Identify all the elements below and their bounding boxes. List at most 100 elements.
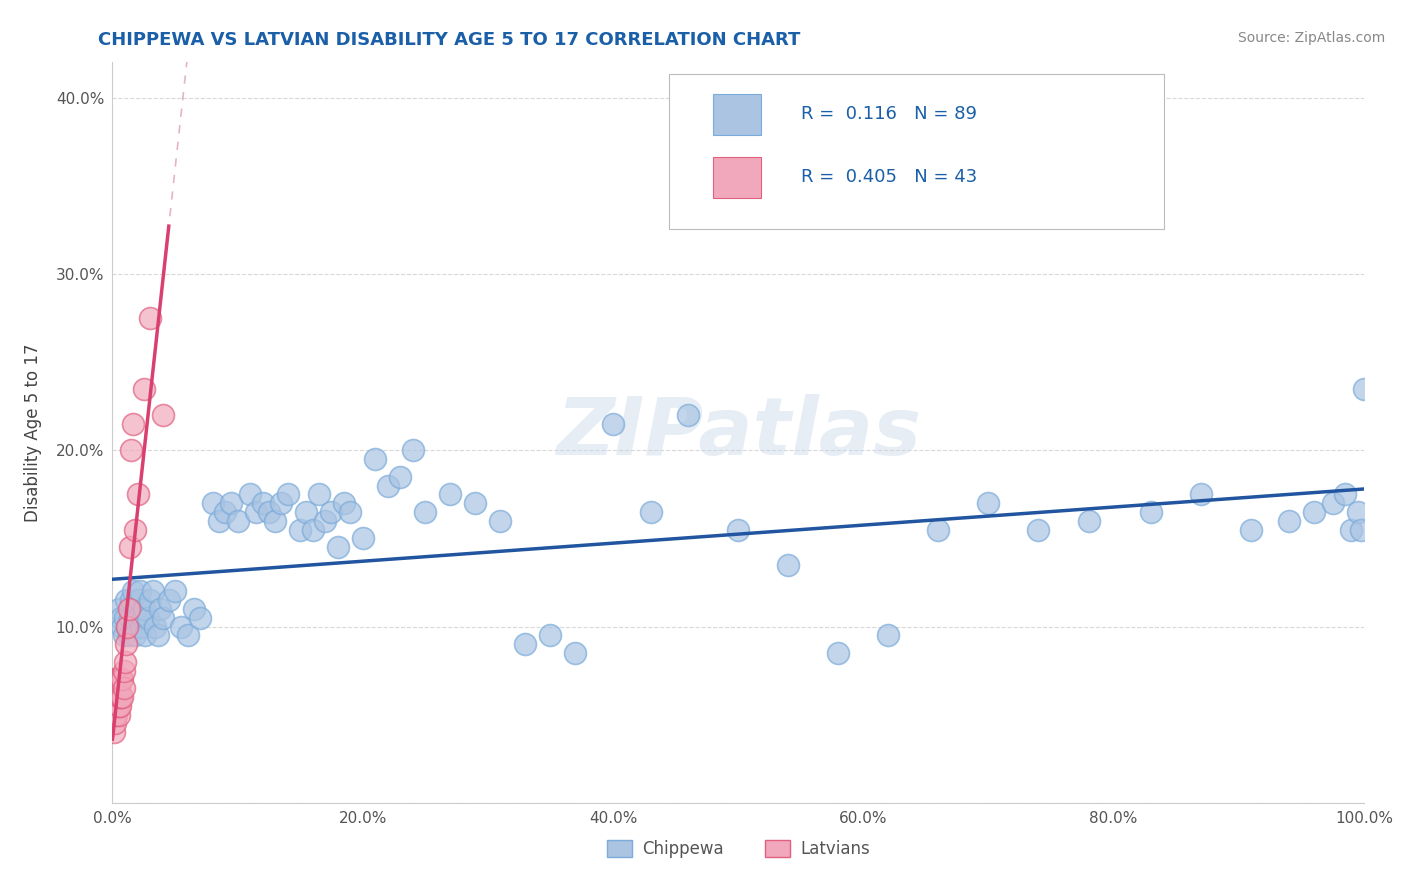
Point xyxy=(270,496,292,510)
Point xyxy=(112,628,135,642)
Point xyxy=(364,452,387,467)
Point xyxy=(1028,523,1050,537)
Point xyxy=(143,619,166,633)
Point xyxy=(107,681,129,696)
Point xyxy=(163,584,186,599)
Point xyxy=(389,469,412,483)
Text: CHIPPEWA VS LATVIAN DISABILITY AGE 5 TO 17 CORRELATION CHART: CHIPPEWA VS LATVIAN DISABILITY AGE 5 TO … xyxy=(98,31,801,49)
Point xyxy=(105,690,128,704)
Point xyxy=(1350,523,1372,537)
Point xyxy=(117,619,139,633)
Point xyxy=(104,690,127,704)
Point xyxy=(927,523,949,537)
Bar xyxy=(713,157,761,197)
Point xyxy=(120,443,142,458)
Point xyxy=(115,593,138,607)
FancyBboxPatch shape xyxy=(669,73,1164,229)
Point xyxy=(105,673,128,687)
Text: R =  0.405   N = 43: R = 0.405 N = 43 xyxy=(801,169,977,186)
Point xyxy=(977,496,1000,510)
Point xyxy=(129,584,152,599)
Point xyxy=(132,602,155,616)
Point xyxy=(107,602,129,616)
Point xyxy=(877,628,900,642)
Point xyxy=(377,478,399,492)
Point xyxy=(111,690,134,704)
Point xyxy=(117,619,139,633)
Point xyxy=(107,673,129,687)
Point xyxy=(515,637,537,651)
Point xyxy=(107,673,129,687)
Point xyxy=(110,690,132,704)
Point xyxy=(170,619,193,633)
Bar xyxy=(713,94,761,135)
Point xyxy=(139,311,162,326)
Point xyxy=(105,707,128,722)
Point xyxy=(295,505,318,519)
Point xyxy=(1340,523,1362,537)
Point xyxy=(111,619,134,633)
Point xyxy=(727,523,749,537)
Point xyxy=(301,523,323,537)
Point xyxy=(464,496,486,510)
Point xyxy=(103,707,125,722)
Point xyxy=(136,610,159,624)
Point xyxy=(127,487,149,501)
Legend: Chippewa, Latvians: Chippewa, Latvians xyxy=(600,833,876,865)
Point xyxy=(141,584,163,599)
Point xyxy=(157,593,180,607)
Point xyxy=(114,610,136,624)
Point xyxy=(149,602,172,616)
Point xyxy=(103,725,125,739)
Point xyxy=(108,690,131,704)
Point xyxy=(118,610,141,624)
Point xyxy=(827,646,849,660)
Point xyxy=(326,540,349,554)
Point xyxy=(108,698,131,713)
Point xyxy=(114,655,136,669)
Point xyxy=(1140,505,1163,519)
Point xyxy=(226,514,249,528)
Point xyxy=(122,619,145,633)
Point xyxy=(107,698,129,713)
Point xyxy=(105,681,128,696)
Point xyxy=(352,532,374,546)
Point xyxy=(676,408,699,422)
Point xyxy=(107,690,129,704)
Point xyxy=(208,514,231,528)
Point xyxy=(1353,382,1375,396)
Point xyxy=(107,707,129,722)
Text: R =  0.116   N = 89: R = 0.116 N = 89 xyxy=(801,105,977,123)
Point xyxy=(1278,514,1301,528)
Point xyxy=(104,716,127,731)
Point xyxy=(239,487,262,501)
Point xyxy=(112,664,135,678)
Point xyxy=(111,673,134,687)
Point xyxy=(125,602,148,616)
Point xyxy=(152,610,174,624)
Point xyxy=(402,443,425,458)
Point xyxy=(118,602,141,616)
Point xyxy=(1189,487,1212,501)
Point xyxy=(339,505,361,519)
Point xyxy=(107,681,129,696)
Text: Source: ZipAtlas.com: Source: ZipAtlas.com xyxy=(1237,31,1385,45)
Point xyxy=(1077,514,1099,528)
Point xyxy=(108,673,131,687)
Point xyxy=(110,610,132,624)
Point xyxy=(176,628,198,642)
Point xyxy=(321,505,343,519)
Point xyxy=(105,698,128,713)
Y-axis label: Disability Age 5 to 17: Disability Age 5 to 17 xyxy=(24,343,42,522)
Point xyxy=(104,681,127,696)
Point xyxy=(132,382,155,396)
Point xyxy=(489,514,512,528)
Point xyxy=(602,417,624,431)
Point xyxy=(124,628,146,642)
Point xyxy=(264,514,287,528)
Point xyxy=(152,408,174,422)
Point xyxy=(107,690,129,704)
Point xyxy=(308,487,330,501)
Point xyxy=(103,698,125,713)
Point xyxy=(115,637,138,651)
